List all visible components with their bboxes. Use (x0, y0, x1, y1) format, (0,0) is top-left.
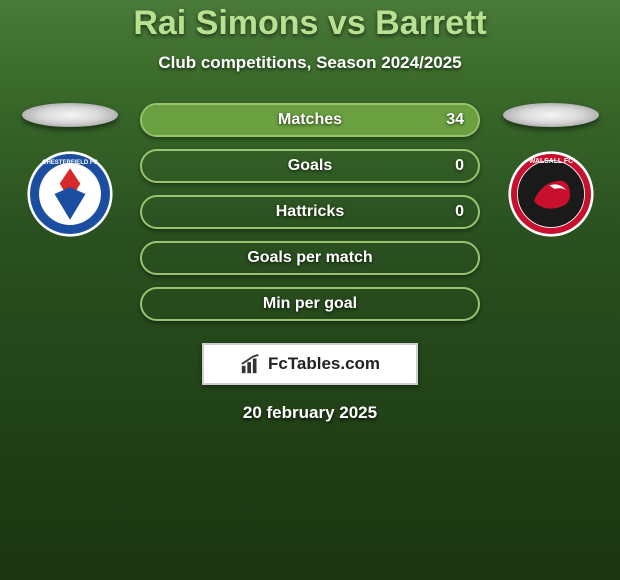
stat-bar-matches: Matches 34 (140, 103, 480, 137)
stat-bar-goals-per-match: Goals per match (140, 241, 480, 275)
stats-bars: Matches 34 Goals 0 Hattricks 0 Goals per… (140, 103, 480, 321)
right-player-column: WALSALL FC (498, 103, 603, 237)
left-club-crest: CHESTERFIELD FC (27, 151, 113, 237)
right-club-crest: WALSALL FC (508, 151, 594, 237)
stat-label: Goals (288, 157, 332, 175)
stat-bar-goals: Goals 0 (140, 149, 480, 183)
stat-bar-min-per-goal: Min per goal (140, 287, 480, 321)
stat-right-value: 0 (455, 203, 464, 221)
svg-text:WALSALL FC: WALSALL FC (528, 158, 572, 165)
snapshot-date: 20 february 2025 (0, 403, 620, 423)
comparison-layout: CHESTERFIELD FC Matches 34 Goals 0 Hattr… (0, 103, 620, 321)
chart-icon (240, 353, 262, 375)
left-player-column: CHESTERFIELD FC (17, 103, 122, 237)
svg-text:CHESTERFIELD FC: CHESTERFIELD FC (42, 160, 98, 166)
left-player-photo-placeholder (22, 103, 118, 127)
stat-label: Min per goal (263, 295, 357, 313)
stat-bar-hattricks: Hattricks 0 (140, 195, 480, 229)
page-title: Rai Simons vs Barrett (0, 4, 620, 43)
right-player-photo-placeholder (503, 103, 599, 127)
stat-label: Hattricks (276, 203, 344, 221)
stat-right-value: 34 (446, 111, 464, 129)
stat-label: Goals per match (247, 249, 372, 267)
subtitle: Club competitions, Season 2024/2025 (0, 53, 620, 73)
stat-label: Matches (278, 111, 342, 129)
brand-text: FcTables.com (268, 354, 380, 374)
brand-watermark: FcTables.com (202, 343, 418, 385)
stat-right-value: 0 (455, 157, 464, 175)
